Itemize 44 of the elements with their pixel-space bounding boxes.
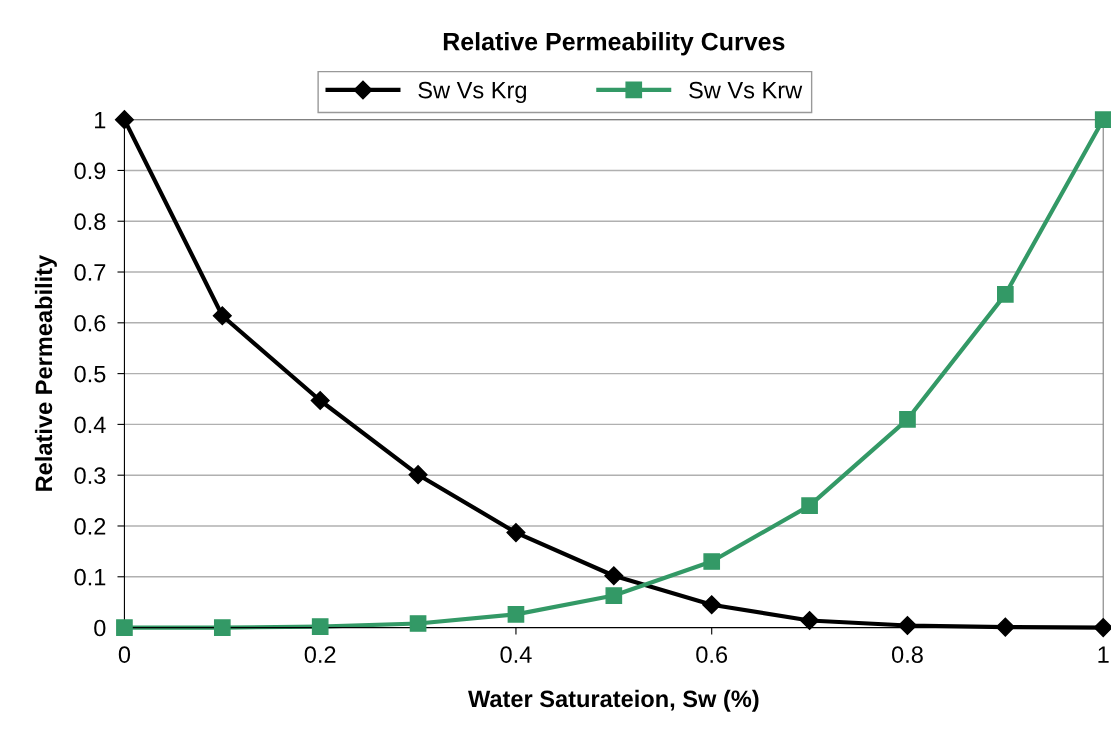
y-tick-label: 0.3 (74, 467, 106, 484)
y-tick-label: 0.4 (74, 416, 106, 434)
point (408, 465, 428, 485)
y-tick-label: 0.5 (74, 365, 106, 383)
y-tick-label: 0.7 (74, 264, 106, 281)
x-tick-label: 0.4 (500, 646, 532, 663)
y-tick-label: 1 (95, 111, 106, 129)
point (1093, 618, 1111, 638)
point (114, 110, 134, 130)
legend-label: Sw Vs Krg (418, 81, 526, 104)
x-axis-title: Water Saturateion, Sw (%) (468, 689, 759, 712)
point (213, 619, 231, 636)
point (507, 606, 525, 623)
y-tick-label: 0.1 (74, 568, 106, 586)
point (897, 616, 917, 636)
y-tick-label: 0.8 (74, 213, 106, 231)
legend-label: Sw Vs Krw (689, 81, 803, 99)
point (604, 566, 624, 586)
y-tick-label: 0 (94, 619, 106, 637)
point (116, 619, 133, 636)
point (702, 595, 722, 615)
point (310, 390, 330, 411)
chart-title: Relative Permeability Curves (443, 32, 785, 56)
point (506, 523, 526, 543)
x-tick-label: 0.2 (304, 646, 336, 663)
point (899, 410, 916, 428)
point (212, 306, 232, 326)
y-tick-label: 0.6 (74, 314, 106, 332)
y-tick-label: 0.9 (74, 162, 106, 180)
point (801, 497, 818, 515)
point (997, 286, 1014, 303)
point (703, 553, 721, 570)
y-axis-title: Relative Permeability (34, 254, 57, 491)
point (605, 587, 623, 604)
point (409, 615, 427, 632)
point (1094, 111, 1111, 128)
point (311, 618, 329, 635)
y-tick-label: 0.2 (74, 518, 106, 535)
point (995, 617, 1015, 637)
x-tick-label: 1 (1098, 646, 1109, 663)
x-tick-label: 0.8 (891, 646, 923, 663)
point (800, 610, 820, 630)
x-tick-label: 0.6 (696, 646, 728, 663)
x-tick-label: 0 (118, 646, 131, 663)
